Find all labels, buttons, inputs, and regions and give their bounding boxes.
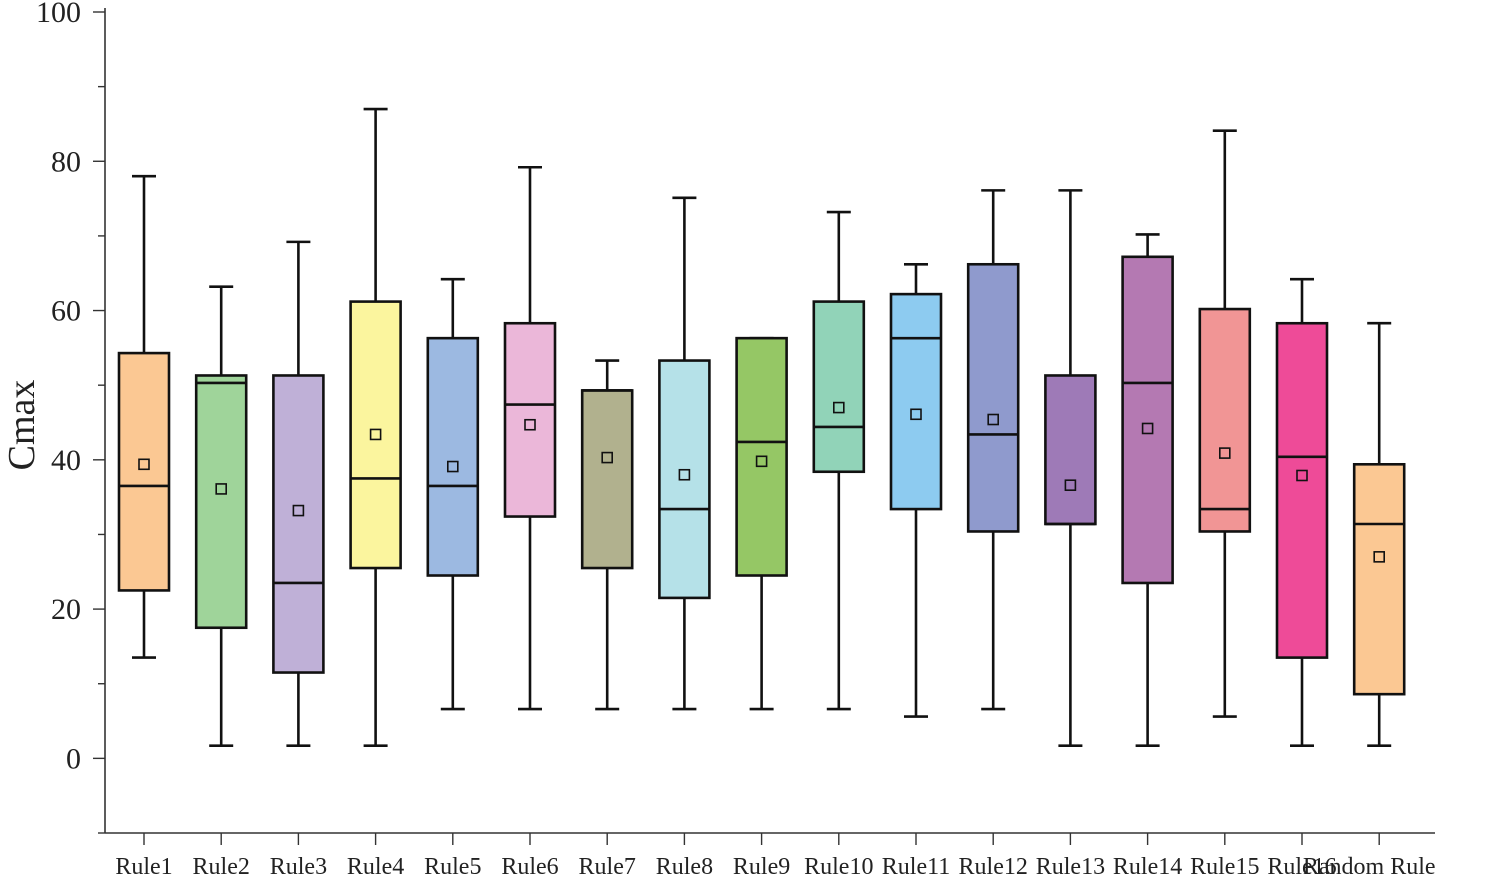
box-rule15 xyxy=(1198,129,1252,718)
box-rule2 xyxy=(194,285,248,747)
mean-marker xyxy=(524,418,536,431)
x-tick-label: Rule14 xyxy=(1113,854,1182,880)
box-random-rule xyxy=(1352,321,1406,747)
x-tick-label: Rule1 xyxy=(115,854,172,880)
mean-marker xyxy=(1373,551,1385,563)
iqr-box xyxy=(194,374,248,630)
x-tick-label: Rule16 xyxy=(1267,854,1336,880)
iqr-box xyxy=(1198,307,1252,533)
iqr-box xyxy=(272,374,325,674)
mean-marker xyxy=(755,455,768,468)
iqr-box xyxy=(1275,321,1329,659)
mean-marker xyxy=(1064,479,1077,491)
mean-marker xyxy=(292,504,305,517)
mean-marker xyxy=(369,428,382,441)
iqr-box xyxy=(1352,462,1406,696)
iqr-box xyxy=(1121,255,1174,585)
y-tick-label: 60 xyxy=(51,295,81,328)
box-rule5 xyxy=(426,277,480,711)
box-rule16 xyxy=(1275,277,1329,747)
box-rule7 xyxy=(580,359,634,711)
mean-marker xyxy=(601,451,614,464)
iqr-box xyxy=(426,336,480,577)
y-axis: 0 20 40 60 80 100 xyxy=(36,0,106,834)
x-axis: Rule1 Rule2 Rule3 Rule4 Rule5 Rule6 Rule7 Rule8… xyxy=(105,832,1436,880)
mean-marker xyxy=(1219,447,1231,459)
x-tick-label: Rule11 xyxy=(882,854,950,880)
mean-marker xyxy=(832,401,845,414)
y-axis-title: Cmax xyxy=(1,380,43,471)
x-tick-label: Rule12 xyxy=(959,854,1028,880)
boxes-group xyxy=(117,107,1406,747)
iqr-box xyxy=(580,389,634,570)
mean-marker xyxy=(987,413,1000,426)
box-rule12 xyxy=(966,189,1020,711)
x-tick-label: Rule10 xyxy=(804,854,873,880)
x-tick-label: Rule2 xyxy=(193,854,250,880)
x-tick-label: Rule9 xyxy=(733,854,790,880)
mean-marker xyxy=(138,458,150,471)
iqr-box xyxy=(812,300,866,474)
box-rule11 xyxy=(889,262,943,718)
x-tick-label: Rule4 xyxy=(347,854,404,880)
mean-marker xyxy=(910,408,922,421)
iqr-box xyxy=(966,262,1020,533)
mean-marker xyxy=(446,460,459,473)
box-rule3 xyxy=(272,240,325,747)
x-tick-label: Rule3 xyxy=(270,854,327,880)
mean-marker xyxy=(215,483,227,495)
y-tick-label: 80 xyxy=(51,145,81,178)
iqr-box xyxy=(349,300,402,570)
x-tick-label: Rule15 xyxy=(1190,854,1259,880)
x-tick-label: Rule7 xyxy=(579,854,636,880)
y-tick-label: 0 xyxy=(66,742,81,775)
x-tick-label: Rule8 xyxy=(656,854,713,880)
box-rule1 xyxy=(117,174,171,659)
box-rule13 xyxy=(1044,189,1097,747)
y-tick-label: 20 xyxy=(51,593,81,626)
x-tick-label: Rule5 xyxy=(424,854,481,880)
x-tick-label: Rule6 xyxy=(501,854,558,880)
mean-marker xyxy=(1141,422,1154,435)
iqr-box xyxy=(117,351,171,592)
mean-marker xyxy=(1296,469,1308,482)
box-rule6 xyxy=(503,165,557,711)
x-tick-label: Rule13 xyxy=(1036,854,1105,880)
iqr-box xyxy=(1044,374,1097,526)
iqr-box xyxy=(889,292,943,511)
box-rule14 xyxy=(1121,233,1174,747)
box-rule4 xyxy=(349,107,402,747)
box-rule10 xyxy=(812,210,866,711)
x-tick-label: Random Rule xyxy=(1303,854,1436,880)
mean-marker xyxy=(678,468,691,481)
y-tick-label: 100 xyxy=(36,0,81,29)
box-rule8 xyxy=(658,196,711,711)
box-rule9 xyxy=(735,336,788,711)
y-tick-label: 40 xyxy=(51,444,81,477)
